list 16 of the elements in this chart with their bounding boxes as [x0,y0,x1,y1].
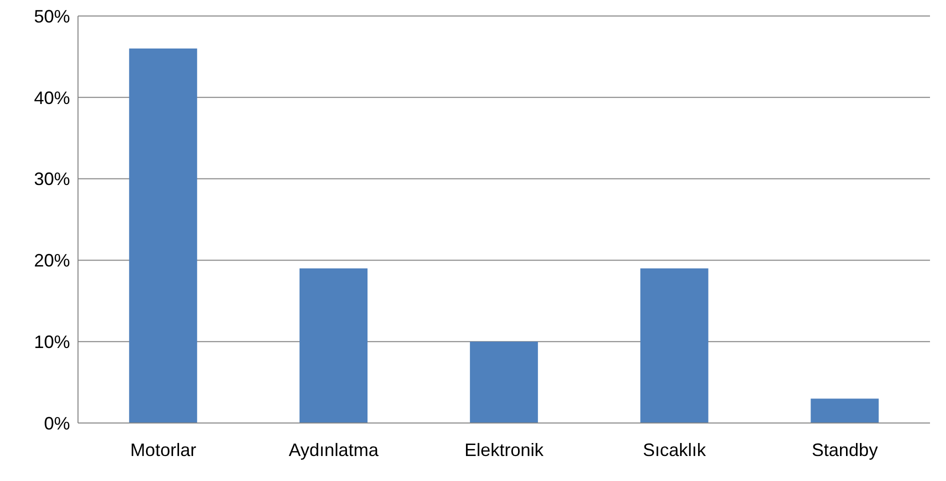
x-tick-label: Standby [812,440,878,460]
x-tick-label: Aydınlatma [288,440,380,460]
bar [640,268,708,423]
bar [300,268,368,423]
y-tick-label: 30% [34,169,70,190]
y-tick-label: 50% [34,6,70,26]
bar [810,398,879,423]
x-tick-label: Elektronik [464,440,545,460]
x-tick-label: Motorlar [130,440,196,460]
bar [129,48,198,423]
x-tick-label: Sıcaklık [642,440,707,460]
y-tick-label: 0% [44,413,70,434]
y-tick-label: 40% [34,88,70,108]
y-tick-label: 10% [34,332,70,352]
y-tick-label: 20% [34,250,70,271]
bar [470,342,538,423]
